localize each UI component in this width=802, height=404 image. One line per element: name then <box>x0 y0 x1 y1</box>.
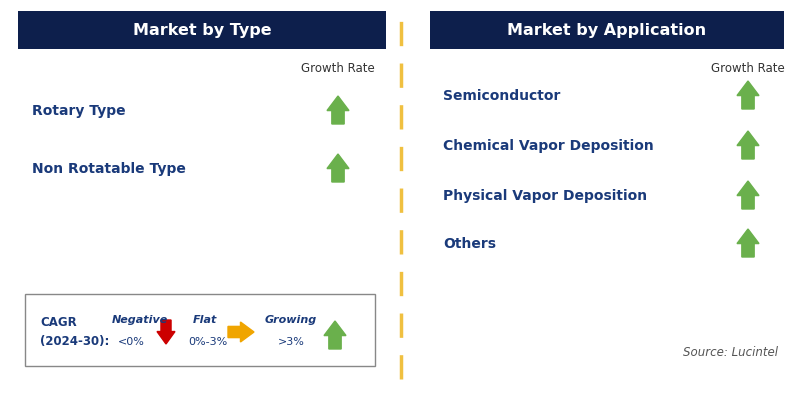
Text: Growing: Growing <box>265 315 318 325</box>
Text: <0%: <0% <box>118 337 145 347</box>
Text: Growth Rate: Growth Rate <box>711 63 785 76</box>
Text: Source: Lucintel: Source: Lucintel <box>683 345 778 358</box>
Text: Non Rotatable Type: Non Rotatable Type <box>32 162 186 176</box>
Text: Semiconductor: Semiconductor <box>443 89 561 103</box>
Text: Market by Type: Market by Type <box>132 23 271 38</box>
Polygon shape <box>324 321 346 349</box>
Text: CAGR: CAGR <box>40 316 77 328</box>
Polygon shape <box>737 81 759 109</box>
Bar <box>18 11 386 49</box>
Text: Physical Vapor Deposition: Physical Vapor Deposition <box>443 189 647 203</box>
Text: (2024-30):: (2024-30): <box>40 335 109 349</box>
Polygon shape <box>737 229 759 257</box>
Text: Chemical Vapor Deposition: Chemical Vapor Deposition <box>443 139 654 153</box>
Text: Market by Application: Market by Application <box>508 23 707 38</box>
Text: 0%-3%: 0%-3% <box>188 337 227 347</box>
Text: Growth Rate: Growth Rate <box>301 63 375 76</box>
Bar <box>25 294 375 366</box>
Bar <box>430 11 784 49</box>
Polygon shape <box>327 154 349 182</box>
Text: >3%: >3% <box>278 337 305 347</box>
Polygon shape <box>157 320 175 344</box>
Polygon shape <box>228 322 254 342</box>
Text: Others: Others <box>443 237 496 251</box>
Polygon shape <box>327 96 349 124</box>
Polygon shape <box>737 131 759 159</box>
Text: Rotary Type: Rotary Type <box>32 104 126 118</box>
Text: Flat: Flat <box>193 315 217 325</box>
Text: Negative: Negative <box>112 315 168 325</box>
Polygon shape <box>737 181 759 209</box>
